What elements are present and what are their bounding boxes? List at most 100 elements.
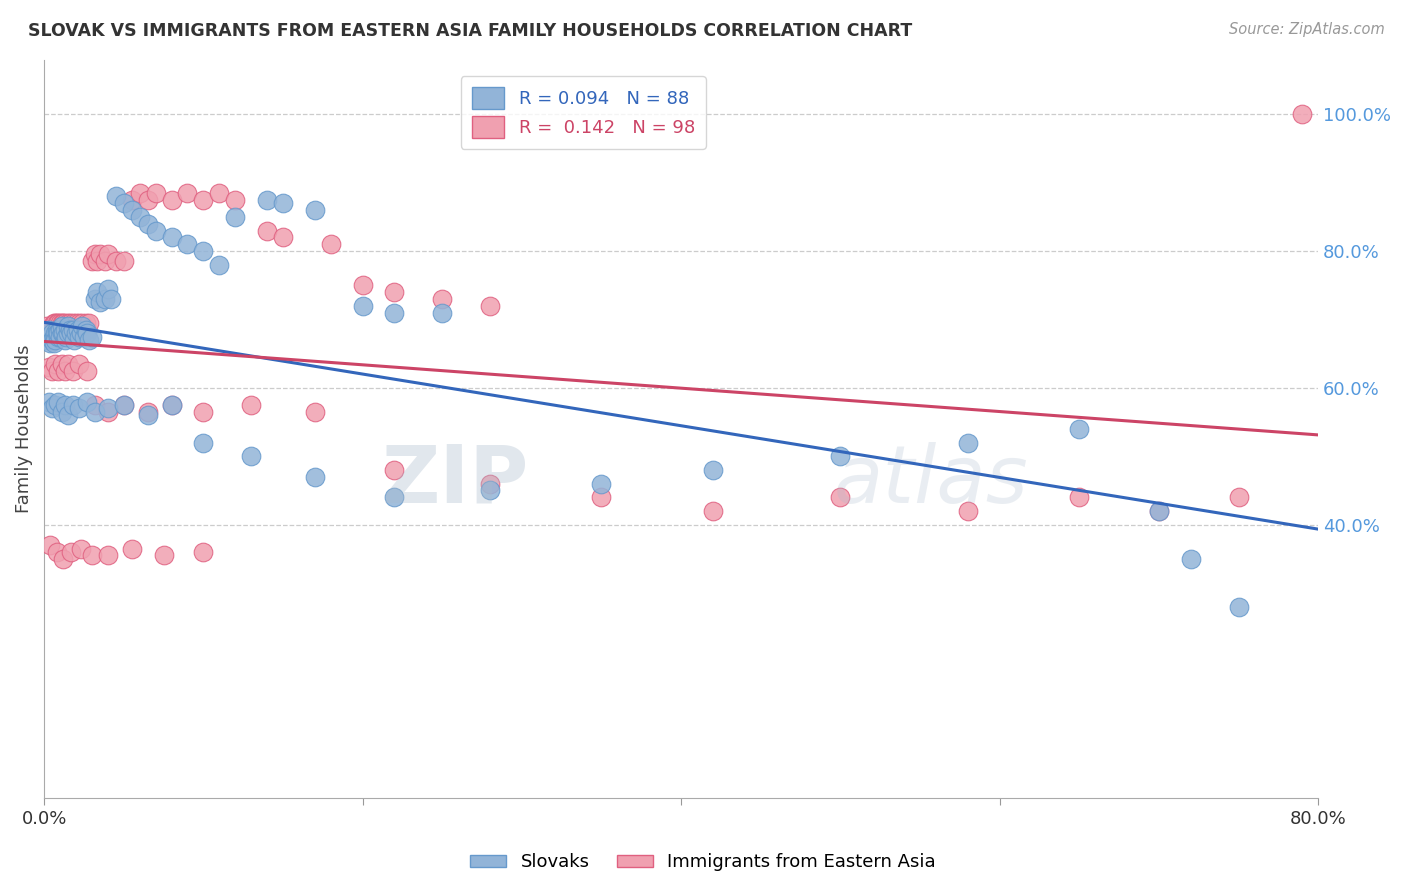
Point bbox=[112, 398, 135, 412]
Point bbox=[55, 323, 77, 337]
Point bbox=[1227, 490, 1250, 504]
Point bbox=[51, 316, 73, 330]
Point bbox=[121, 541, 143, 556]
Point bbox=[60, 326, 83, 340]
Point bbox=[384, 305, 406, 319]
Point bbox=[176, 186, 198, 200]
Point bbox=[224, 193, 246, 207]
Point bbox=[104, 254, 127, 268]
Point bbox=[100, 292, 122, 306]
Point bbox=[136, 193, 159, 207]
Point bbox=[56, 323, 79, 337]
Text: ZIP: ZIP bbox=[381, 442, 529, 519]
Point bbox=[160, 230, 183, 244]
Point bbox=[38, 394, 60, 409]
Point bbox=[49, 323, 72, 337]
Point bbox=[160, 193, 183, 207]
Point bbox=[432, 305, 454, 319]
Point bbox=[75, 323, 97, 337]
Point bbox=[84, 405, 107, 419]
Text: SLOVAK VS IMMIGRANTS FROM EASTERN ASIA FAMILY HOUSEHOLDS CORRELATION CHART: SLOVAK VS IMMIGRANTS FROM EASTERN ASIA F… bbox=[28, 22, 912, 40]
Point bbox=[352, 278, 374, 293]
Legend: Slovaks, Immigrants from Eastern Asia: Slovaks, Immigrants from Eastern Asia bbox=[463, 847, 943, 879]
Point bbox=[53, 323, 76, 337]
Point bbox=[41, 401, 63, 416]
Point bbox=[193, 193, 215, 207]
Point bbox=[45, 545, 67, 559]
Point bbox=[136, 408, 159, 422]
Point bbox=[41, 333, 63, 347]
Point bbox=[62, 323, 84, 337]
Point bbox=[271, 230, 294, 244]
Point bbox=[112, 254, 135, 268]
Point bbox=[49, 316, 72, 330]
Point bbox=[48, 364, 70, 378]
Point bbox=[176, 237, 198, 252]
Point bbox=[479, 476, 502, 491]
Point bbox=[1069, 422, 1091, 436]
Point bbox=[304, 405, 326, 419]
Point bbox=[39, 336, 62, 351]
Point bbox=[60, 323, 83, 337]
Text: Source: ZipAtlas.com: Source: ZipAtlas.com bbox=[1229, 22, 1385, 37]
Point bbox=[479, 299, 502, 313]
Point bbox=[45, 323, 67, 337]
Point bbox=[67, 401, 90, 416]
Point bbox=[38, 323, 60, 337]
Point bbox=[51, 405, 73, 419]
Point bbox=[37, 319, 59, 334]
Point bbox=[77, 316, 100, 330]
Point bbox=[1069, 490, 1091, 504]
Point bbox=[52, 551, 75, 566]
Point bbox=[97, 405, 120, 419]
Point bbox=[86, 254, 108, 268]
Point bbox=[193, 545, 215, 559]
Point bbox=[136, 217, 159, 231]
Point bbox=[44, 398, 66, 412]
Point bbox=[49, 329, 72, 343]
Point bbox=[86, 285, 108, 299]
Point bbox=[136, 405, 159, 419]
Point bbox=[479, 483, 502, 498]
Point bbox=[432, 292, 454, 306]
Point bbox=[58, 316, 80, 330]
Point bbox=[104, 189, 127, 203]
Point bbox=[193, 435, 215, 450]
Point bbox=[44, 326, 66, 340]
Point bbox=[65, 326, 87, 340]
Point bbox=[121, 202, 143, 217]
Point bbox=[48, 323, 70, 337]
Point bbox=[84, 398, 107, 412]
Point bbox=[830, 490, 852, 504]
Point bbox=[48, 394, 70, 409]
Point bbox=[51, 323, 73, 337]
Legend: R = 0.094   N = 88, R =  0.142   N = 98: R = 0.094 N = 88, R = 0.142 N = 98 bbox=[461, 76, 706, 149]
Point bbox=[121, 193, 143, 207]
Point bbox=[67, 357, 90, 371]
Point bbox=[240, 449, 263, 463]
Point bbox=[384, 463, 406, 477]
Point bbox=[76, 326, 98, 340]
Point bbox=[304, 469, 326, 483]
Point bbox=[319, 237, 342, 252]
Point bbox=[48, 326, 70, 340]
Point bbox=[53, 364, 76, 378]
Point bbox=[45, 323, 67, 337]
Point bbox=[97, 282, 120, 296]
Point bbox=[112, 196, 135, 211]
Point bbox=[956, 504, 979, 518]
Point bbox=[42, 336, 65, 351]
Point bbox=[62, 364, 84, 378]
Point bbox=[73, 323, 96, 337]
Point bbox=[208, 186, 231, 200]
Point bbox=[44, 333, 66, 347]
Point bbox=[93, 292, 115, 306]
Point bbox=[591, 476, 613, 491]
Point bbox=[56, 326, 79, 340]
Point bbox=[97, 247, 120, 261]
Point bbox=[84, 247, 107, 261]
Point bbox=[58, 323, 80, 337]
Point bbox=[51, 357, 73, 371]
Point bbox=[62, 398, 84, 412]
Point bbox=[77, 333, 100, 347]
